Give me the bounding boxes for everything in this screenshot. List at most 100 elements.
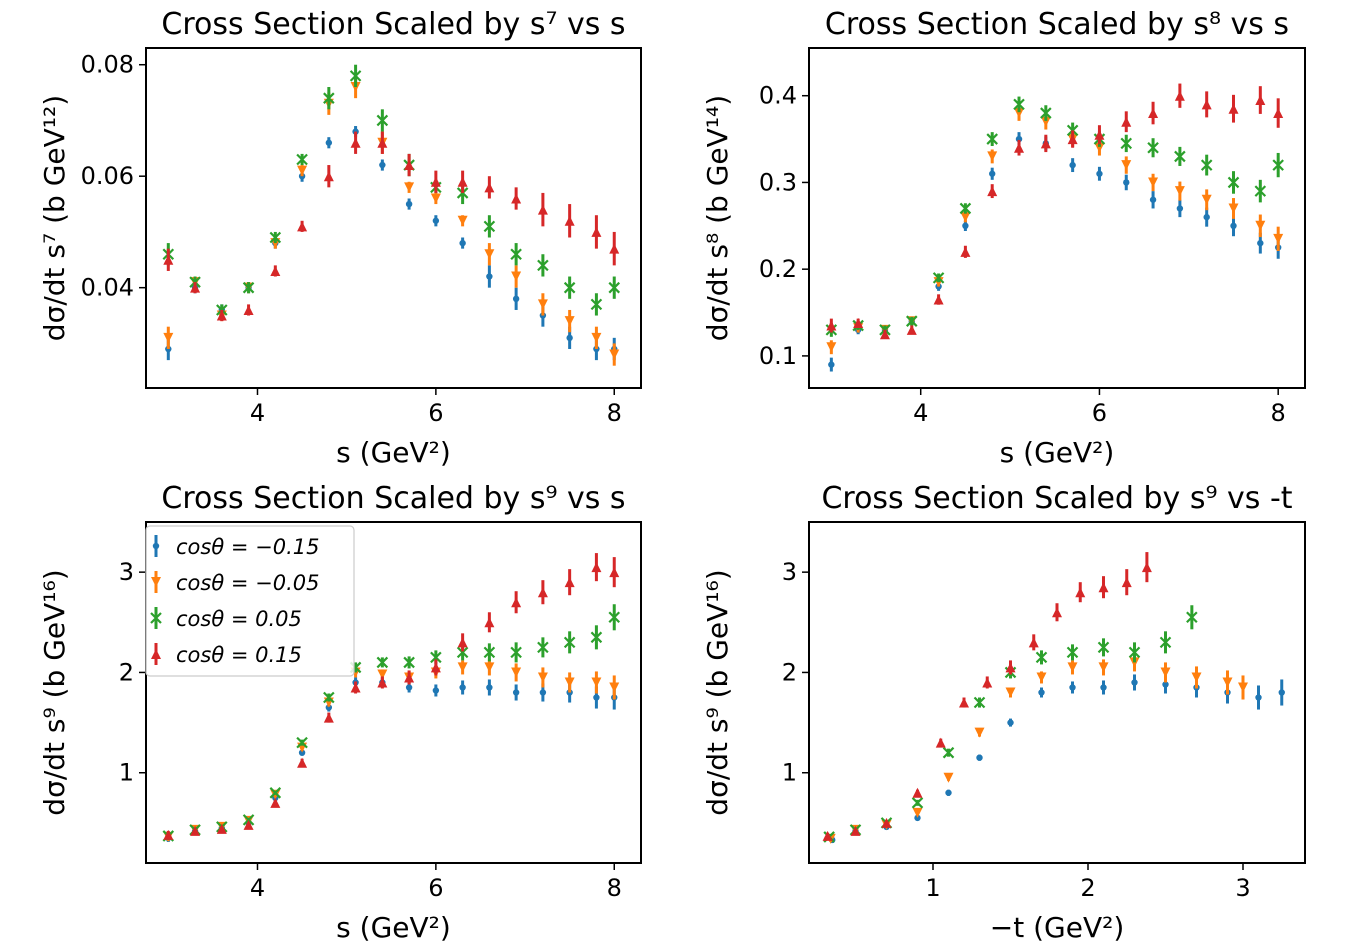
data-point <box>1141 562 1152 573</box>
data-point <box>1174 90 1185 101</box>
data-point <box>1013 98 1025 111</box>
data-point <box>987 186 998 197</box>
data-point <box>216 304 228 316</box>
data-point <box>591 562 602 573</box>
y-axis-label: dσ/dt s⁹ (b GeV¹⁶) <box>38 569 71 815</box>
series-3 <box>162 64 621 316</box>
data-point <box>404 182 415 193</box>
data-point <box>163 829 174 840</box>
series-4 <box>163 131 620 322</box>
data-point <box>1123 179 1130 186</box>
data-point <box>430 662 441 673</box>
data-point <box>270 265 281 276</box>
data-point <box>1128 646 1141 659</box>
series-1 <box>165 677 618 842</box>
data-point <box>483 220 496 233</box>
x-tick-label: 6 <box>428 399 443 427</box>
legend-label: cosθ = −0.15 <box>176 535 319 559</box>
y-tick-label: 3 <box>782 558 797 586</box>
data-point <box>1159 636 1172 649</box>
data-point <box>1201 194 1212 205</box>
data-point <box>590 298 603 311</box>
data-point <box>510 646 522 659</box>
data-point <box>1147 141 1159 154</box>
panel-s8-vs-s: Cross Section Scaled by s⁸ vs s s (GeV²) d… <box>701 7 1306 469</box>
data-point <box>906 324 917 335</box>
data-point <box>987 151 998 162</box>
data-point <box>989 170 996 177</box>
data-point <box>1007 719 1014 726</box>
data-point <box>376 656 389 669</box>
data-point <box>404 160 415 171</box>
y-tick-label: 0.06 <box>81 162 134 190</box>
data-point <box>563 281 576 294</box>
data-point <box>377 669 388 680</box>
data-point <box>430 176 441 187</box>
data-point <box>537 587 548 598</box>
data-point <box>484 617 495 628</box>
data-point <box>377 137 388 148</box>
data-point <box>1255 95 1266 106</box>
data-point <box>269 231 282 244</box>
legend-box <box>145 525 355 677</box>
data-point <box>484 249 495 260</box>
chart-title: Cross Section Scaled by s⁸ vs s <box>825 7 1289 42</box>
series-1 <box>828 132 1282 372</box>
data-point <box>1121 160 1132 171</box>
data-point <box>828 361 835 368</box>
y-tick-label: 0.3 <box>759 168 797 196</box>
y-tick-label: 0.4 <box>759 82 797 110</box>
data-point <box>242 281 255 294</box>
data-point <box>1052 607 1062 618</box>
y-tick-label: 0.1 <box>759 342 797 370</box>
data-point <box>1148 108 1159 119</box>
legend-marker <box>152 542 160 550</box>
y-tick-label: 0.08 <box>81 51 134 79</box>
data-point <box>1075 587 1086 598</box>
data-point <box>1227 176 1240 189</box>
data-point <box>1273 233 1284 244</box>
data-point <box>350 682 361 693</box>
data-point <box>457 637 468 648</box>
data-point <box>976 754 983 761</box>
data-point <box>484 662 495 673</box>
data-point <box>1005 687 1016 698</box>
data-point <box>1038 689 1045 696</box>
data-point <box>1160 667 1171 678</box>
data-point <box>1028 637 1039 648</box>
x-axis-label: s (GeV²) <box>336 436 451 469</box>
series-1 <box>829 674 1285 844</box>
data-point <box>457 662 468 673</box>
chart-title: Cross Section Scaled by s⁹ vs -t <box>821 481 1292 516</box>
data-point <box>537 204 548 215</box>
x-tick-label: 4 <box>250 874 265 902</box>
data-point <box>456 646 469 659</box>
plot-frame <box>145 47 642 389</box>
data-point <box>1254 185 1267 197</box>
data-point <box>483 646 496 659</box>
data-point <box>1228 203 1239 214</box>
data-point <box>377 677 388 688</box>
data-point <box>566 334 573 342</box>
panel-s9-vs-s: Cross Section Scaled by s⁹ vs s s (GeV²) d… <box>38 481 642 941</box>
data-point <box>1176 205 1184 212</box>
data-point <box>323 92 335 104</box>
plot-frame <box>145 521 642 864</box>
x-tick-label: 1 <box>925 874 940 902</box>
legend-marker <box>150 612 162 624</box>
data-point <box>325 704 333 711</box>
data-point <box>323 712 334 723</box>
data-point <box>537 672 548 683</box>
data-point <box>1066 646 1079 659</box>
data-point <box>323 691 335 704</box>
data-point <box>297 757 308 768</box>
y-tick-label: 2 <box>119 658 134 686</box>
data-point <box>1067 662 1078 673</box>
series-4 <box>163 553 620 840</box>
data-point <box>189 276 201 288</box>
data-point <box>537 299 548 310</box>
data-point <box>1069 161 1076 169</box>
data-point <box>1040 138 1051 149</box>
data-point <box>1272 159 1284 171</box>
